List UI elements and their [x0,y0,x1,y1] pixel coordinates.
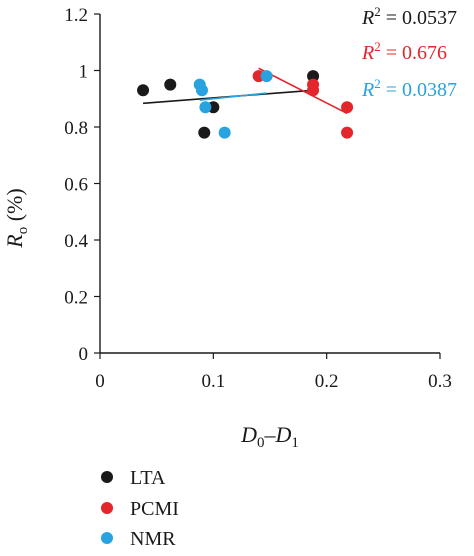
trendline-nmr [199,92,267,101]
point-nmr [218,126,231,139]
y-tick-label: 0.4 [64,231,88,252]
trendlines [143,67,348,115]
legend: LTA PCMI NMR [101,467,179,550]
axes [99,14,440,354]
point-lta [307,70,320,83]
point-lta [198,126,211,139]
x-tick-label: 0 [95,371,105,392]
r2-annotations: R2 = 0.0537 R2 = 0.676 R2 = 0.0387 [361,4,457,101]
legend-marker-nmr [101,532,113,544]
point-nmr [199,101,212,114]
y-tick-label: 0.6 [64,175,88,196]
points [137,70,354,139]
x-tick-label: 0.3 [428,371,452,392]
point-nmr [196,84,208,97]
point-nmr [260,70,273,83]
point-lta [164,78,177,91]
point-lta [137,84,150,97]
point-pcmi [307,84,320,97]
x-tick-label: 0.2 [315,371,339,392]
r2-label-lta: R2 = 0.0537 [361,4,457,29]
x-axis-title: D0–D1 [240,422,299,451]
y-tick-label: 1 [79,62,89,83]
y-axis-title: Ro (%) [2,188,31,248]
y-tick-label: 1.2 [64,5,88,26]
y-tick-label: 0 [79,344,89,365]
y-tick-label: 0.2 [64,288,88,309]
point-pcmi [341,126,354,139]
legend-label-lta: LTA [130,467,166,489]
x-tick-label: 0.1 [201,371,225,392]
r2-label-pcmi: R2 = 0.676 [361,39,447,64]
legend-marker-lta [101,471,113,483]
ticks: 0 0.2 0.4 0.6 0.8 1 1.2 0 0.1 0.2 0.3 [64,5,452,392]
y-tick-label: 0.8 [64,118,88,139]
point-pcmi [341,101,354,114]
trendline-pcmi [258,67,348,115]
legend-label-pcmi: PCMI [130,498,179,520]
legend-marker-pcmi [101,502,113,514]
r2-label-nmr: R2 = 0.0387 [361,76,457,101]
legend-label-nmr: NMR [130,528,176,550]
